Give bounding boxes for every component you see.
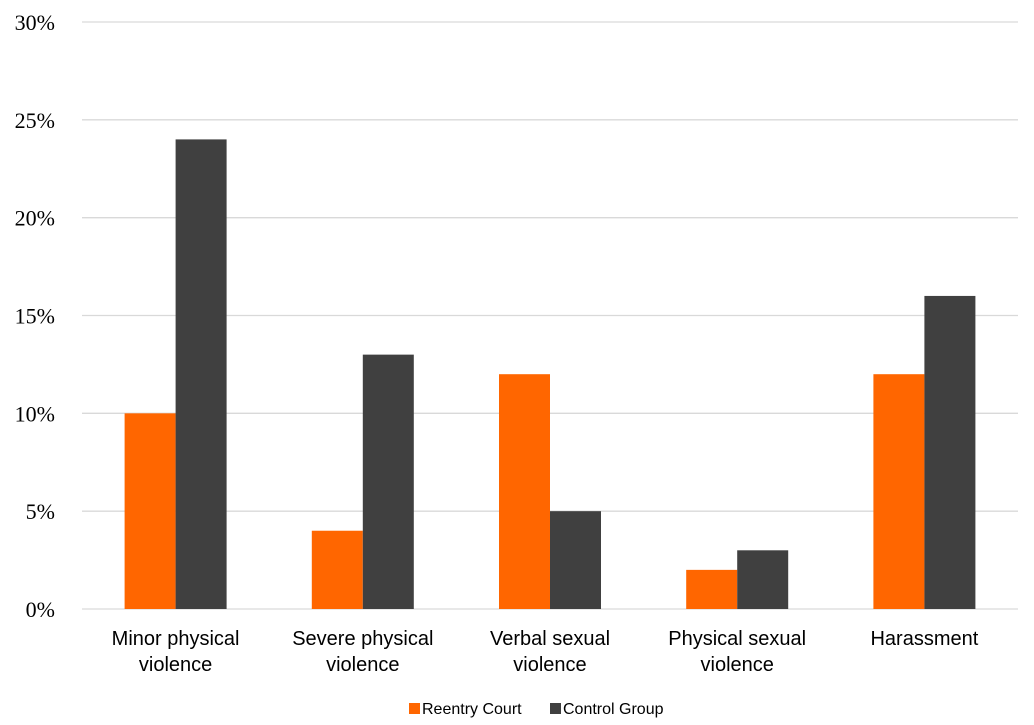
x-axis-ticks: Minor physical violence Severe physical vio… — [112, 628, 979, 676]
bar-reentry-court — [124, 413, 176, 609]
bar-control-group — [737, 550, 789, 609]
bars — [124, 139, 976, 609]
legend-swatch — [550, 703, 561, 714]
bar-control-group — [924, 295, 976, 609]
bar-reentry-court — [311, 530, 363, 609]
x-tick-label: Verbal sexual — [490, 628, 610, 650]
x-tick-label: violence — [513, 654, 586, 676]
legend: Reentry Court Control Group — [409, 701, 664, 718]
y-tick-label: 25% — [15, 108, 55, 133]
legend-label: Control Group — [563, 701, 664, 718]
x-tick-label: violence — [139, 654, 212, 676]
y-tick-label: 30% — [15, 10, 55, 35]
bar-reentry-court — [686, 569, 738, 609]
x-tick-label: Minor physical — [112, 628, 240, 650]
bar-control-group — [175, 139, 227, 609]
y-tick-label: 15% — [15, 304, 55, 329]
legend-swatch — [409, 703, 420, 714]
y-tick-label: 10% — [15, 401, 55, 426]
x-tick-label: Harassment — [870, 628, 978, 650]
legend-label: Reentry Court — [422, 701, 522, 718]
x-tick-label: Physical sexual — [668, 628, 806, 650]
x-tick-label: violence — [326, 654, 399, 676]
bar-reentry-court — [873, 374, 925, 609]
x-tick-label: Severe physical — [292, 628, 433, 650]
bar-reentry-court — [499, 374, 550, 609]
x-tick-label: violence — [701, 654, 774, 676]
y-tick-label: 0% — [26, 597, 55, 622]
y-tick-label: 20% — [15, 206, 55, 231]
y-axis-ticks: 0% 5% 10% 15% 20% 25% 30% — [15, 10, 55, 622]
bar-control-group — [550, 511, 601, 609]
bar-control-group — [362, 354, 414, 609]
y-tick-label: 5% — [26, 499, 55, 524]
